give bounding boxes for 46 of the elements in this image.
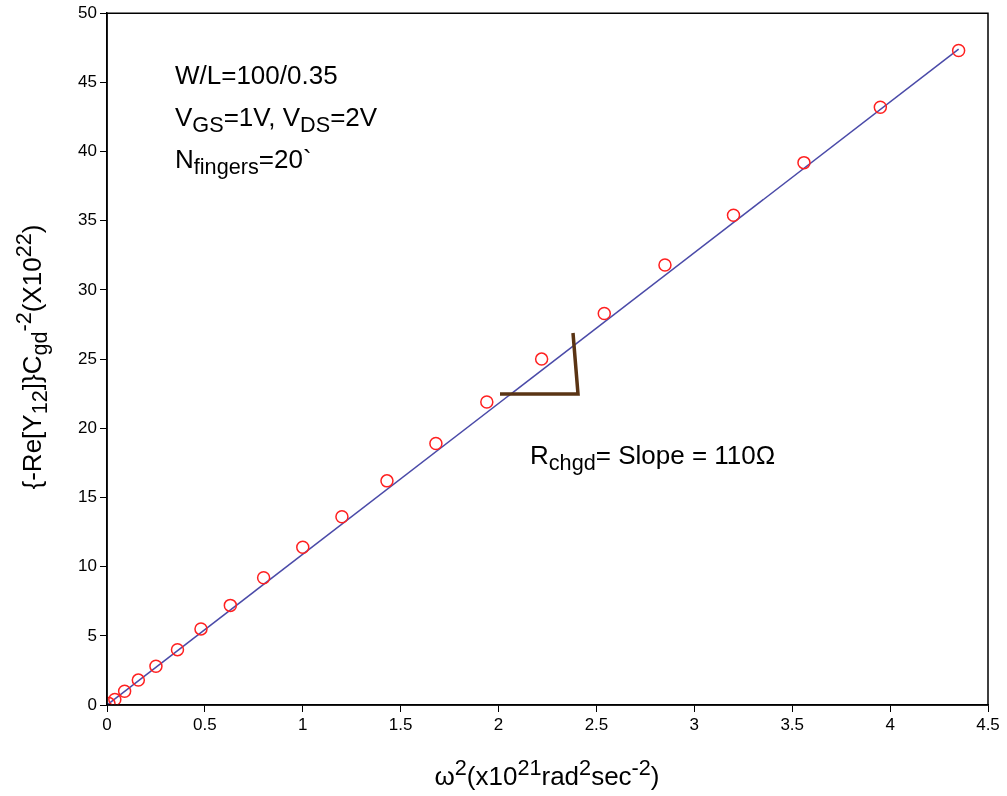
- x-tick-label: 3: [689, 714, 700, 734]
- point: [534, 352, 549, 366]
- point: [380, 474, 394, 488]
- x-tick-label: 4.5: [976, 714, 1000, 734]
- y-tick-label: 20: [78, 417, 97, 437]
- point: [149, 659, 163, 674]
- point: [429, 436, 443, 451]
- point: [797, 155, 811, 170]
- y-tick-label: 0: [87, 694, 97, 714]
- point: [194, 622, 208, 636]
- point: [951, 43, 966, 58]
- y-tick-label: 5: [87, 625, 97, 645]
- x-tick-label: 1: [298, 714, 308, 734]
- point: [597, 306, 612, 321]
- annotation: R$_{chgd}$= Slope = 110Ω: [530, 440, 776, 477]
- point: [223, 598, 238, 613]
- point: [296, 540, 310, 555]
- point: [658, 258, 672, 272]
- point: [873, 100, 888, 115]
- x-tick-label: 0.5: [193, 714, 217, 734]
- x-tick-label: 2.5: [584, 714, 609, 734]
- x-tick-label: 1.5: [388, 714, 413, 734]
- text: ω$^{2}$(x10$^{21}$rad$^{2}$sec$^{-2}$): [434, 755, 660, 791]
- y-tick-label: 30: [78, 279, 97, 299]
- y-tick-label: 25: [78, 348, 97, 368]
- x-tick-label: 4: [885, 714, 895, 734]
- point: [108, 692, 122, 705]
- x-tick-label: 3.5: [780, 714, 805, 734]
- y-tick-label: 10: [78, 556, 97, 576]
- point: [335, 510, 349, 524]
- y-tick-label: 40: [78, 141, 97, 161]
- annotation: N$_{fingers}$=20`: [175, 144, 312, 181]
- y-tick-label: 15: [78, 487, 97, 507]
- point: [480, 395, 494, 409]
- annotation: W/L=100/0.35: [175, 60, 338, 91]
- y-tick-label: 50: [78, 2, 97, 22]
- x-tick-label: 0: [102, 714, 112, 734]
- x-tick-label: 2: [493, 714, 504, 734]
- y-tick-label: 45: [78, 72, 97, 92]
- point: [256, 570, 271, 585]
- annotation: V$_{GS}$=1V, V$_{DS}$=2V: [175, 102, 378, 139]
- point: [117, 684, 132, 698]
- point: [170, 642, 185, 657]
- point: [131, 673, 146, 687]
- y-tick-label: 35: [78, 210, 97, 230]
- point: [726, 208, 741, 222]
